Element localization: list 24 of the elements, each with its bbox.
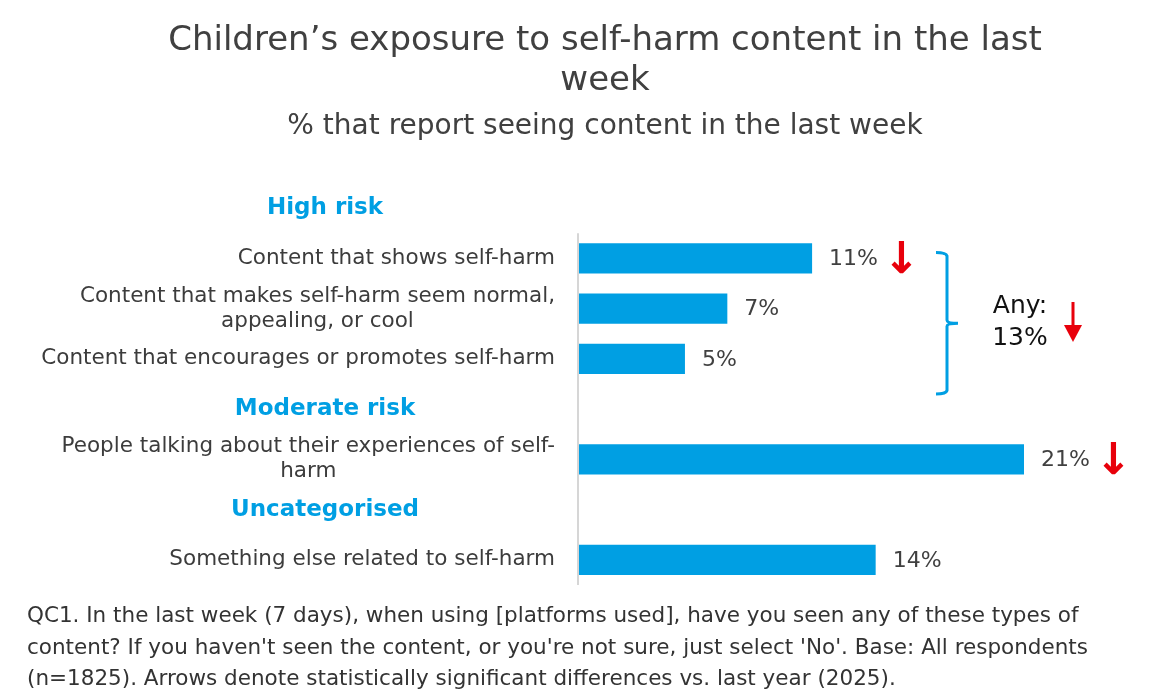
y-tick-label: Something else related to self-harm (169, 545, 555, 571)
y-tick-label: Content that shows self-harm (237, 243, 555, 269)
text: Moderate risk (234, 394, 416, 421)
bar (579, 444, 1024, 475)
annotation: ↓ (882, 231, 920, 283)
chart-subtitle: % that report seeing content in the last week (286, 108, 924, 142)
text: QC1. In the last week (7 days), when using [platforms used], have you seen any of these types of content? If you haven't seen the content, or you're not sure, just select 'No'. Base: All respondents (n=1825). Arrows denote statistically significant differences vs. last year (2025). (27, 601, 1089, 690)
y-tick-label: Content that encourages or promotes self-harm (41, 344, 555, 370)
bar (579, 343, 685, 374)
data-label: 14% (892, 546, 942, 572)
text: High risk (266, 193, 384, 220)
data-label: 21% (1041, 446, 1090, 472)
annotation: Any: 13% (991, 288, 1049, 353)
chart-title: Children’s exposure to self-harm content in the last week (167, 18, 1043, 98)
data-label: 5% (701, 345, 737, 371)
bar (579, 243, 813, 274)
y-tick-label: Content that makes self-harm seem normal, appealing, or cool (79, 281, 555, 332)
bar (579, 544, 876, 575)
bar (579, 293, 728, 324)
text: Uncategorised (230, 494, 420, 521)
data-label: 11% (829, 245, 878, 271)
data-label: 7% (744, 295, 780, 321)
y-tick-label: People talking about their experiences of self-harm (61, 432, 555, 483)
annotation: ↓ (1094, 432, 1132, 484)
